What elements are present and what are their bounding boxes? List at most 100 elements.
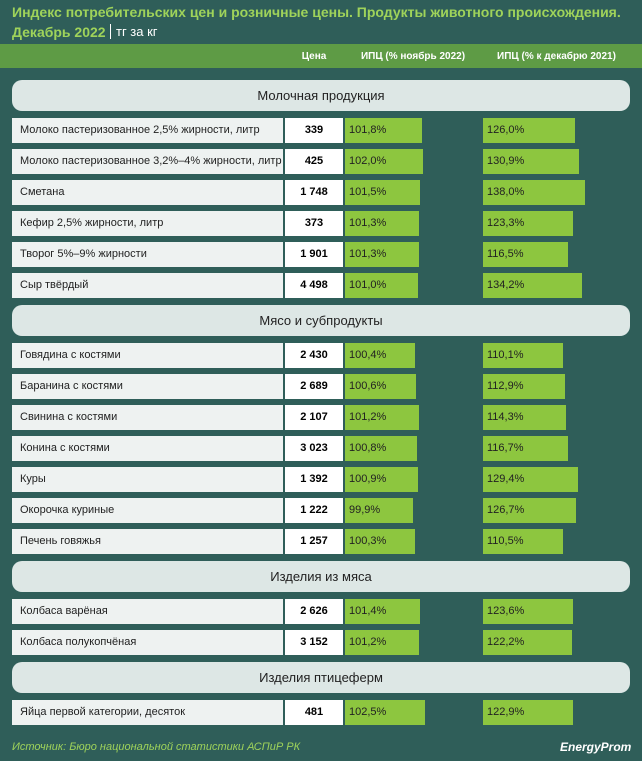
bar (483, 211, 574, 236)
bar-label: 100,8% (349, 442, 387, 454)
group-header: Изделия из мяса (12, 561, 630, 592)
price: 425 (285, 149, 343, 174)
group-header: Молочная продукция (12, 80, 630, 111)
row-name: Баранина с костями (12, 374, 283, 399)
bar-label: 101,8% (349, 124, 387, 136)
row-name: Молоко пастеризованное 3,2%–4% жирности,… (12, 149, 283, 174)
bar (345, 436, 418, 461)
bar-label: 126,0% (487, 124, 525, 136)
bar-label: 101,2% (349, 636, 387, 648)
price: 2 430 (285, 343, 343, 368)
bar-label: 138,0% (487, 186, 525, 198)
row-name: Сыр твёрдый (12, 273, 283, 298)
bar-label: 102,5% (349, 706, 387, 718)
row-name: Куры (12, 467, 283, 492)
column-header: Цена (285, 45, 343, 68)
column-header: ИПЦ (% к декабрю 2021) (483, 45, 630, 68)
bar-label: 134,2% (487, 279, 525, 291)
bar-label: 126,7% (487, 504, 525, 516)
bar (345, 374, 417, 399)
bar (483, 405, 566, 430)
bar (483, 467, 578, 492)
bar-label: 123,3% (487, 217, 525, 229)
row-name: Кефир 2,5% жирности, литр (12, 211, 283, 236)
bar (345, 700, 425, 725)
bar (483, 529, 563, 554)
bar-label: 130,9% (487, 155, 525, 167)
price: 2 107 (285, 405, 343, 430)
price: 1 748 (285, 180, 343, 205)
price: 1 257 (285, 529, 343, 554)
bar-label: 101,5% (349, 186, 387, 198)
bar (345, 149, 423, 174)
bar (345, 211, 420, 236)
bar (345, 343, 416, 368)
bar-label: 116,5% (487, 248, 524, 260)
price: 3 152 (285, 630, 343, 655)
bar-label: 101,2% (349, 411, 387, 423)
price: 2 689 (285, 374, 343, 399)
bar (483, 630, 573, 655)
price: 1 392 (285, 467, 343, 492)
bar (345, 242, 420, 267)
bar (483, 599, 574, 624)
bar-label: 99,9% (349, 504, 381, 516)
bar-label: 100,3% (349, 535, 387, 547)
price: 1 901 (285, 242, 343, 267)
bar-label: 122,9% (487, 706, 525, 718)
bar (483, 180, 585, 205)
row-name: Окорочка куриные (12, 498, 283, 523)
bar-label: 116,7% (487, 442, 524, 454)
bar-label: 123,6% (487, 605, 525, 617)
bar (483, 343, 563, 368)
price: 4 498 (285, 273, 343, 298)
bar (483, 242, 568, 267)
bar-label: 129,4% (487, 473, 525, 485)
bar (345, 273, 419, 298)
price: 3 023 (285, 436, 343, 461)
bar-label: 101,3% (349, 248, 387, 260)
bar (345, 498, 414, 523)
bar-label: 100,9% (349, 473, 387, 485)
bar-label: 100,4% (349, 349, 387, 361)
bar (483, 436, 568, 461)
source: Источник: Бюро национальной статистики А… (12, 741, 301, 753)
title: Индекс потребительских цен и розничные ц… (12, 4, 621, 20)
bar (345, 630, 419, 655)
bar-label: 112,9% (487, 380, 524, 392)
row-name: Творог 5%–9% жирности (12, 242, 283, 267)
row-name: Свинина с костями (12, 405, 283, 430)
bar (483, 374, 565, 399)
row-name: Молоко пастеризованное 2,5% жирности, ли… (12, 118, 283, 143)
bar (345, 467, 418, 492)
row-name: Колбаса варёная (12, 599, 283, 624)
bar (483, 118, 576, 143)
bar (483, 498, 576, 523)
bar (345, 405, 419, 430)
row-name: Сметана (12, 180, 283, 205)
price: 2 626 (285, 599, 343, 624)
bar-label: 122,2% (487, 636, 525, 648)
bar (345, 180, 421, 205)
bar-label: 101,3% (349, 217, 387, 229)
subtitle: Декабрь 2022 (12, 24, 106, 40)
row-name: Конина с костями (12, 436, 283, 461)
row-name: Яйца первой категории, десяток (12, 700, 283, 725)
row-name: Печень говяжья (12, 529, 283, 554)
bar (345, 599, 420, 624)
row-name: Колбаса полукопчёная (12, 630, 283, 655)
price: 1 222 (285, 498, 343, 523)
unit: тг за кг (110, 24, 158, 39)
price: 481 (285, 700, 343, 725)
price: 339 (285, 118, 343, 143)
bar-label: 100,6% (349, 380, 387, 392)
bar-label: 101,0% (349, 279, 387, 291)
bar (345, 529, 415, 554)
bar (483, 273, 582, 298)
price: 373 (285, 211, 343, 236)
bar-label: 114,3% (487, 411, 524, 423)
row-name: Говядина с костями (12, 343, 283, 368)
bar (483, 700, 573, 725)
bar-label: 110,1% (487, 349, 524, 361)
